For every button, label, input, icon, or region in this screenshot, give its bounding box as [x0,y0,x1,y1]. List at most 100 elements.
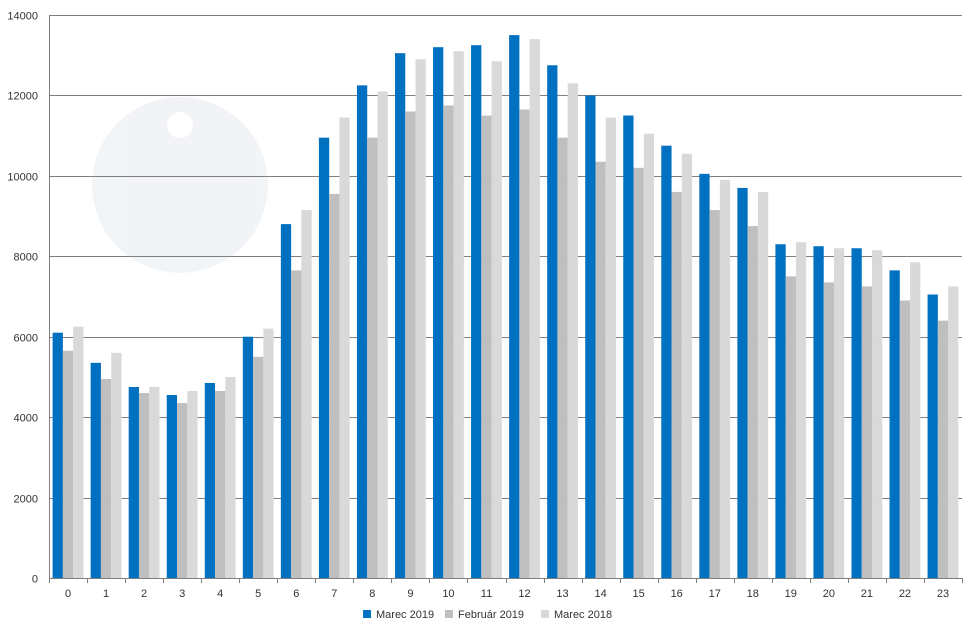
legend: Marec 2019 Február 2019 Marec 2018 [363,609,612,621]
bar-hour-5-series-2 [263,328,274,578]
bar-hour-8-series-2 [377,91,388,578]
bar-hour-18-series-0 [737,187,748,579]
bar-hour-1-series-1 [100,378,112,578]
bar-hour-16-series-1 [671,191,682,578]
bar-hour-20-series-0 [813,246,824,579]
x-tick-label: 1 [103,588,109,600]
x-tick-label: 6 [293,588,299,600]
x-tick-label: 22 [899,588,911,600]
bar-hour-16-series-2 [681,153,693,579]
bar-hour-15-series-1 [633,167,644,578]
y-tick-label: 0 [32,574,38,586]
y-tick-label: 4000 [14,413,38,425]
bar-hour-18-series-1 [747,226,758,579]
legend-label-0: Marec 2019 [376,609,434,621]
bar-hour-0-series-2 [73,326,84,578]
x-tick-label: 20 [823,588,835,600]
bar-hour-9-series-1 [405,111,416,578]
bar-hour-22-series-0 [889,270,900,578]
bar-hour-21-series-0 [851,248,862,579]
bar-hour-3-series-0 [166,395,178,578]
gridlines [49,15,962,499]
bar-hour-12-series-1 [519,109,530,578]
bar-hour-0-series-0 [52,332,63,578]
x-tick-label: 17 [709,588,721,600]
bar-hour-9-series-2 [415,59,426,579]
bar-hour-18-series-2 [757,191,769,578]
bar-hour-6-series-2 [301,210,312,579]
x-tick-labels: 0 1 2 3 4 5 6 7 8 9 10 11 12 13 14 15 16 17 18 19 20 21 22 23 [65,588,949,600]
bar-hour-19-series-1 [785,276,796,578]
bar-hour-23-series-1 [937,320,949,578]
bar-hour-23-series-2 [948,286,959,578]
bar-hour-21-series-1 [861,286,873,578]
bar-hour-19-series-2 [795,242,807,578]
bar-hour-14-series-2 [605,117,617,579]
bar-hour-6-series-0 [280,224,292,579]
bar-hour-14-series-1 [595,161,606,578]
bar-hour-16-series-0 [661,145,672,578]
bar-hour-19-series-0 [775,244,786,578]
x-tick-label: 21 [861,588,873,600]
bar-hour-2-series-1 [138,393,150,578]
bar-hour-14-series-0 [585,95,596,579]
bar-hour-6-series-1 [291,270,302,578]
x-tick-label: 18 [747,588,759,600]
x-tick-label: 4 [217,588,223,600]
bar-hour-22-series-2 [910,262,921,578]
legend-label-2: Marec 2018 [554,609,612,621]
x-tick-label: 10 [442,588,454,600]
bar-hour-15-series-0 [623,115,634,578]
bar-hour-20-series-1 [823,282,834,578]
bar-hour-23-series-0 [927,294,938,578]
bar-hour-5-series-1 [253,356,264,578]
bar-hour-7-series-1 [329,193,340,578]
x-tick-label: 12 [518,588,530,600]
bar-hour-10-series-0 [433,47,444,579]
axes [49,15,963,583]
bar-hour-1-series-0 [90,362,101,578]
y-tick-label: 10000 [7,172,38,184]
bar-hour-4-series-1 [215,391,226,578]
bar-hour-17-series-0 [699,173,710,578]
x-tick-label: 8 [369,588,375,600]
bar-hour-11-series-1 [481,115,492,578]
x-tick-label: 0 [65,588,71,600]
x-tick-label: 16 [671,588,683,600]
x-tick-label: 23 [937,588,949,600]
bar-hour-3-series-2 [187,391,198,578]
bar-hour-11-series-2 [491,61,502,578]
bar-hour-11-series-0 [471,45,482,579]
y-tick-label: 6000 [14,333,38,345]
bar-hour-4-series-2 [225,376,236,578]
legend-swatch-0 [363,610,371,618]
bar-hour-12-series-0 [509,35,520,579]
bar-hour-9-series-0 [394,53,406,578]
bar-hour-7-series-0 [318,137,330,578]
bar-hour-17-series-1 [709,210,720,579]
bar-hour-10-series-1 [443,105,454,578]
bar-hour-13-series-0 [547,65,558,578]
bar-hour-20-series-2 [833,248,845,579]
legend-swatch-1 [445,610,453,618]
bar-hour-3-series-1 [177,403,188,578]
y-tick-label: 2000 [14,494,38,506]
bar-hour-12-series-2 [529,39,540,578]
bar-hour-10-series-2 [453,51,464,578]
watermark-logo [92,97,268,273]
x-tick-label: 2 [141,588,147,600]
bar-hour-2-series-2 [149,386,160,578]
x-tick-label: 11 [481,588,492,600]
bar-hour-21-series-2 [872,250,883,578]
bar-hour-1-series-2 [111,352,122,578]
x-tick-label: 14 [594,588,606,600]
bar-hour-13-series-1 [557,137,568,578]
x-tick-label: 9 [407,588,413,600]
bar-hour-0-series-1 [62,350,74,578]
bar-hour-17-series-2 [719,179,731,578]
x-tick-label: 19 [785,588,797,600]
legend-label-1: Február 2019 [458,609,524,621]
bar-hour-2-series-0 [128,386,139,578]
x-tick-label: 3 [179,588,185,600]
